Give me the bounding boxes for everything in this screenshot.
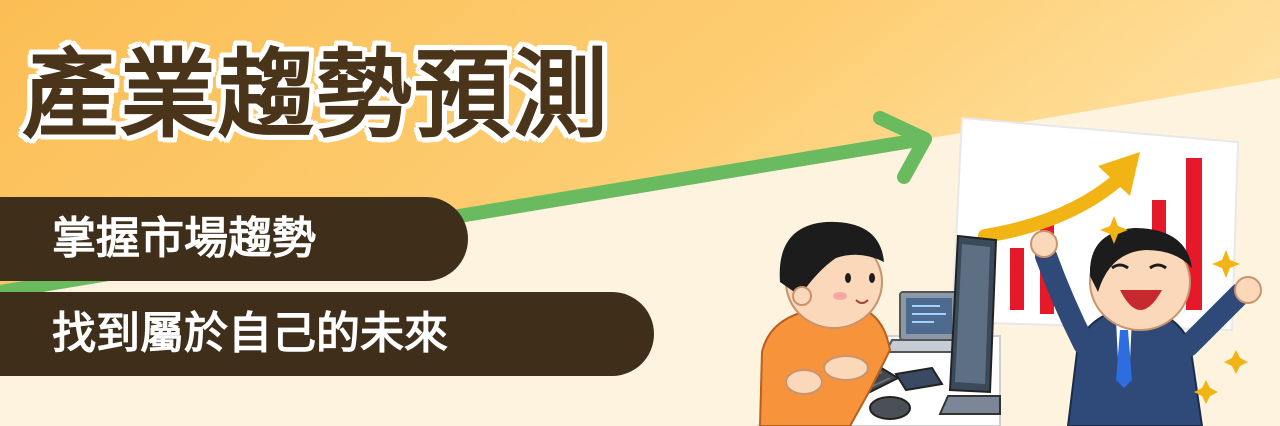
tablet-icon: [894, 366, 944, 392]
mouse-icon: [869, 396, 911, 420]
laptop-icon: [884, 291, 972, 353]
monitor-icon: [938, 234, 1001, 415]
subtitle-line-2: 找到屬於自己的未來: [52, 308, 448, 359]
subtitle-line-1: 掌握市場趨勢: [52, 213, 316, 264]
subtitle-pill-your-future: 找到屬於自己的未來: [0, 292, 654, 376]
sparkle-icon: [1100, 216, 1248, 404]
subtitle-pill-market-trends: 掌握市場趨勢: [0, 197, 468, 281]
page-title: 產業趨勢預測: [22, 39, 610, 151]
businessman-cheering-icon: [1030, 228, 1262, 426]
boy-typing-icon: [758, 221, 892, 426]
